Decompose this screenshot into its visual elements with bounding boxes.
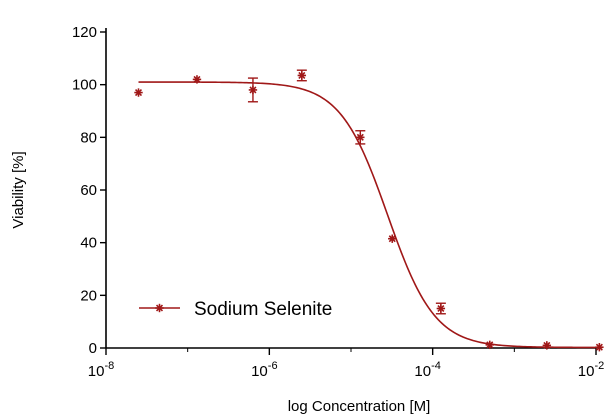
x-tick-label: 10-6 (251, 360, 277, 380)
marker-stroke (298, 71, 306, 79)
x-tick-base: 10 (414, 363, 431, 380)
asterisk-marker (388, 234, 397, 243)
marker-stroke (543, 341, 551, 349)
data-point (355, 130, 366, 145)
data-point (134, 88, 143, 97)
data-point (192, 75, 202, 84)
x-axis-title: log Concentration [M] (288, 398, 431, 415)
asterisk-marker (192, 75, 202, 84)
marker-stroke (595, 343, 603, 351)
marker-stroke (356, 133, 364, 141)
fit-curve (138, 81, 603, 349)
asterisk-marker (134, 88, 143, 97)
asterisk-marker (297, 71, 307, 80)
marker-stroke (155, 304, 164, 312)
data-point (388, 234, 397, 243)
marker-stroke (388, 235, 396, 243)
data-point (435, 302, 446, 315)
marker-stroke (437, 304, 445, 313)
marker-stroke (134, 89, 143, 97)
marker-stroke (249, 86, 257, 94)
x-tick-exponent: -2 (594, 360, 604, 372)
asterisk-marker (542, 341, 552, 350)
x-tick-exponent: -8 (104, 360, 114, 372)
marker-stroke (193, 75, 201, 83)
data-point (485, 340, 494, 350)
y-tick-label: 60 (80, 182, 97, 199)
asterisk-marker (356, 133, 365, 142)
x-tick-exponent: -6 (268, 360, 278, 372)
y-tick-label: 100 (72, 77, 97, 94)
y-tick-label: 80 (80, 129, 97, 146)
fit-curve-layer (138, 81, 603, 349)
marker-stroke (486, 341, 494, 349)
legend-marker (155, 303, 164, 313)
data-points-layer (134, 69, 604, 352)
asterisk-marker (436, 304, 446, 313)
y-tick-label: 0 (89, 340, 97, 357)
x-tick-base: 10 (251, 363, 268, 380)
asterisk-marker (595, 343, 604, 352)
y-tick-label: 40 (80, 235, 97, 252)
x-tick-label: 10-4 (414, 360, 440, 380)
legend-entry: Sodium Selenite (139, 299, 332, 320)
data-point (595, 343, 604, 352)
data-point (296, 69, 307, 82)
x-tick-exponent: -4 (431, 360, 441, 372)
data-point (542, 341, 552, 350)
legend: Sodium Selenite (139, 299, 332, 320)
x-tick-label: 10-8 (88, 360, 114, 380)
x-tick-base: 10 (578, 363, 595, 380)
x-tick-base: 10 (88, 363, 105, 380)
x-tick-label: 10-2 (578, 360, 604, 380)
legend-label: Sodium Selenite (194, 299, 332, 320)
asterisk-marker (248, 85, 258, 95)
y-axis-title: Viability [%] (10, 151, 27, 228)
asterisk-marker (485, 340, 494, 350)
y-tick-label: 20 (80, 287, 97, 304)
y-tick-label: 120 (72, 24, 97, 41)
data-point (247, 77, 258, 103)
